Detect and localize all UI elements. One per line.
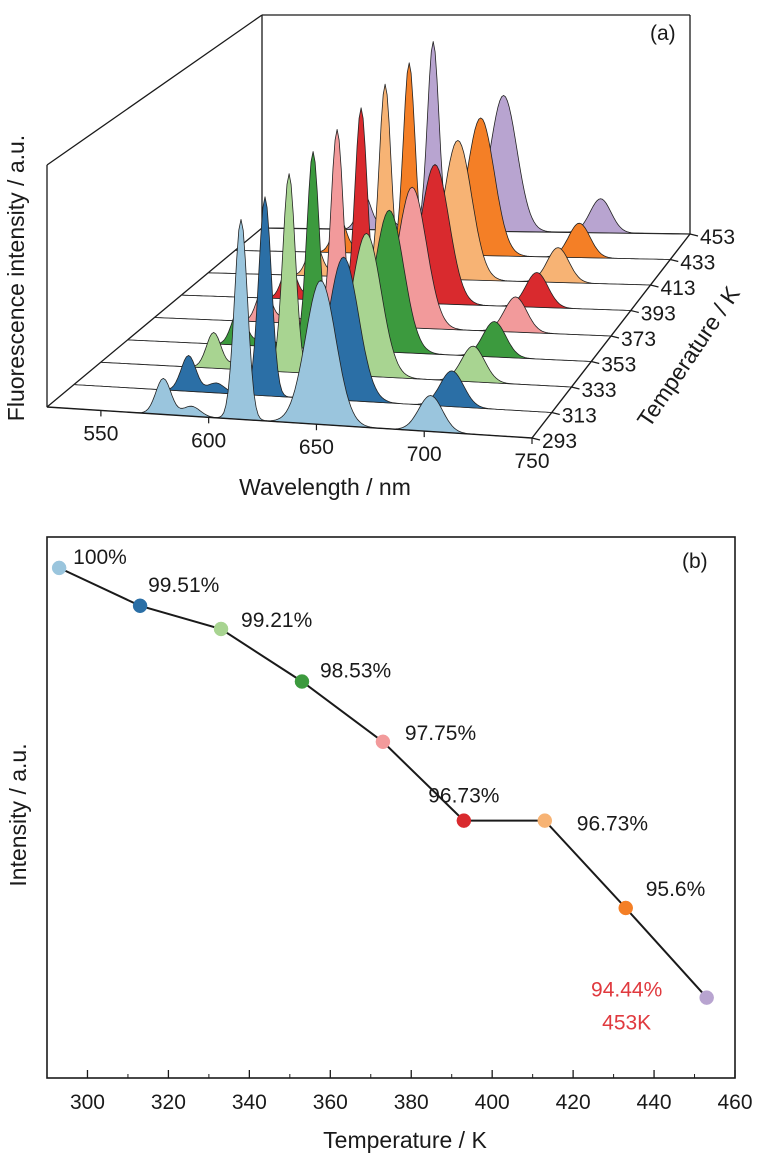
a-temperature-tick-mark: [610, 335, 620, 339]
b-x-tick-label: 300: [70, 1091, 105, 1114]
b-x-tick-label: 420: [556, 1091, 591, 1114]
b-data-label: 96.73%: [577, 813, 648, 836]
b-series-line: [58, 566, 708, 999]
b-x-tick-label: 400: [475, 1091, 510, 1114]
a-temperature-tick-mark: [689, 233, 699, 237]
b-x-tick-label: 380: [394, 1091, 429, 1114]
a-x-tick-labels: 550 600 650 700 750: [83, 410, 550, 473]
b-point-433: [618, 900, 633, 916]
b-x-axis-title: Temperature / K: [323, 1127, 487, 1153]
b-data-label: 99.51%: [148, 574, 219, 597]
a-temperature-tick-mark: [630, 309, 639, 314]
a-temperature-tick-mark: [650, 284, 659, 288]
a-x-tick-label: 700: [407, 443, 442, 466]
a-temperature-tick-label: 393: [641, 303, 676, 326]
b-data-label: 100%: [73, 546, 127, 569]
b-highlight-value: 94.44%: [591, 979, 662, 1002]
a-temperature-tick-label: 453: [700, 226, 735, 249]
a-x-tick-label: 650: [299, 436, 334, 459]
b-y-axis-title: Intensity / a.u.: [5, 743, 31, 886]
a-spectra: [46, 41, 691, 439]
a-temperature-tick-mark: [670, 258, 679, 263]
b-data-labels: 100% 99.51% 99.21% 98.53% 97.75% 96.73% 96.73%…: [73, 546, 705, 901]
a-left-wall-top: [46, 14, 263, 166]
a-x-tick-label: 750: [514, 450, 549, 473]
a-temperature-tick-label: 313: [562, 405, 597, 428]
a-y-axis-title: Fluorescence intensity / a.u.: [3, 135, 29, 421]
b-point-353: [294, 674, 310, 689]
a-temperature-tick-label: 293: [542, 430, 577, 453]
b-data-label: 96.73%: [428, 785, 499, 808]
a-temperature-tick-label: 413: [661, 277, 696, 300]
a-temperature-tick-label: 433: [680, 252, 715, 275]
b-highlight-temp: 453K: [602, 1012, 651, 1035]
a-temperature-tick-label: 353: [601, 354, 636, 377]
a-x-axis-title: Wavelength / nm: [239, 474, 411, 500]
panel-b: 300 320 340 360 380 400 420 440 460 100% 99.51% 99…: [5, 536, 753, 1153]
b-point-333: [213, 621, 229, 637]
panel-b-label: (b): [682, 550, 708, 573]
b-point-293: [51, 560, 67, 576]
b-point-413: [537, 813, 553, 828]
b-point-313: [132, 598, 148, 614]
b-x-tick-label: 460: [717, 1091, 752, 1114]
b-x-tick-label: 360: [313, 1091, 348, 1114]
b-x-tick-label: 320: [151, 1091, 186, 1114]
a-temperature-tick-label: 373: [621, 328, 656, 351]
a-temperature-tick-mark: [571, 386, 580, 390]
b-data-label: 97.75%: [405, 722, 476, 745]
a-x-axis-line: [46, 406, 533, 439]
b-plot-frame: [46, 536, 736, 1079]
b-x-ticks: 300 320 340 360 380 400 420 440 460: [46, 1070, 753, 1114]
a-x-tick-label: 550: [83, 422, 118, 445]
b-data-label: 99.21%: [241, 609, 312, 632]
a-temperature-tick-mark: [591, 360, 600, 365]
a-x-tick-label: 600: [191, 429, 226, 452]
b-point-373: [375, 734, 391, 750]
b-point-453: [699, 990, 714, 1005]
b-point-393: [456, 813, 472, 828]
a-temperature-tick-mark: [531, 437, 541, 441]
b-points: [51, 560, 714, 1005]
b-data-label: 98.53%: [320, 660, 391, 683]
a-temperature-tick-label: 333: [582, 379, 617, 402]
panel-a-label: (a): [650, 22, 676, 45]
b-x-tick-label: 440: [637, 1091, 672, 1114]
b-data-label: 95.6%: [646, 878, 706, 901]
b-x-tick-label: 340: [232, 1091, 267, 1114]
a-temperature-tick-mark: [551, 411, 560, 416]
